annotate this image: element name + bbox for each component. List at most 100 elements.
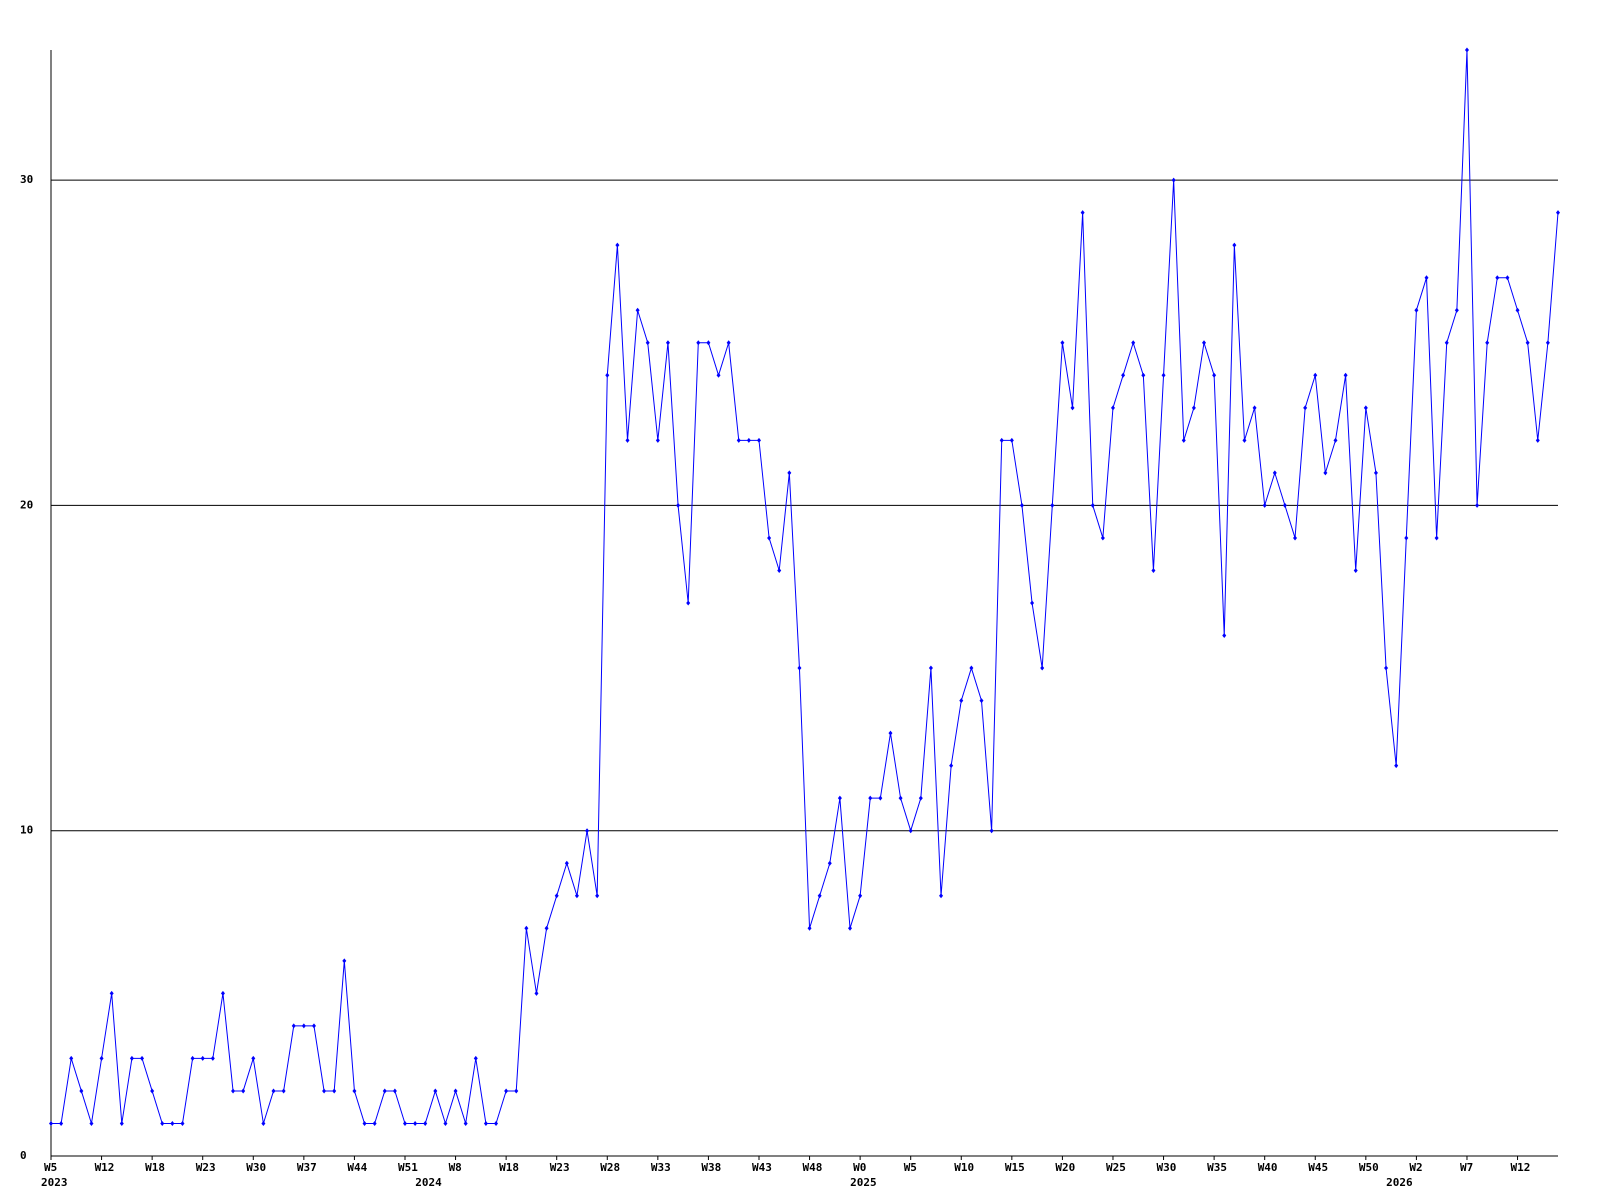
data-point bbox=[180, 1120, 185, 1126]
data-point bbox=[827, 860, 832, 866]
data-point bbox=[595, 893, 600, 899]
data-point bbox=[483, 1120, 488, 1126]
data-point bbox=[605, 372, 610, 378]
x-year-label: 2026 bbox=[1386, 1176, 1413, 1189]
x-tick-label: W28 bbox=[600, 1161, 620, 1174]
y-tick-label: 30 bbox=[20, 173, 33, 186]
data-point bbox=[837, 795, 842, 801]
x-tick-label: W38 bbox=[701, 1161, 721, 1174]
data-point bbox=[1353, 567, 1358, 573]
data-point bbox=[281, 1088, 286, 1094]
x-tick-label: W43 bbox=[752, 1161, 772, 1174]
data-point bbox=[1475, 502, 1480, 508]
data-point bbox=[949, 763, 954, 769]
data-point bbox=[1545, 340, 1550, 346]
data-point bbox=[1181, 437, 1186, 443]
data-point bbox=[1525, 340, 1530, 346]
data-point bbox=[1121, 372, 1126, 378]
x-year-label: 2025 bbox=[850, 1176, 877, 1189]
data-point bbox=[777, 567, 782, 573]
data-point bbox=[49, 1120, 53, 1126]
x-tick-label: W12 bbox=[95, 1161, 115, 1174]
x-tick-label: W15 bbox=[1005, 1161, 1025, 1174]
data-point bbox=[969, 665, 974, 671]
data-point bbox=[1110, 405, 1115, 411]
data-point bbox=[1151, 567, 1156, 573]
data-point bbox=[625, 437, 630, 443]
data-point bbox=[1373, 470, 1378, 476]
data-point bbox=[554, 893, 559, 899]
x-tick-label: W20 bbox=[1055, 1161, 1075, 1174]
data-point bbox=[342, 958, 347, 964]
data-point bbox=[1141, 372, 1146, 378]
data-point bbox=[1262, 502, 1267, 508]
data-point bbox=[787, 470, 792, 476]
x-tick-label: W25 bbox=[1106, 1161, 1126, 1174]
x-tick-label: W35 bbox=[1207, 1161, 1227, 1174]
x-tick-label: W51 bbox=[398, 1161, 418, 1174]
data-point bbox=[524, 925, 529, 931]
data-point bbox=[1444, 340, 1449, 346]
data-point bbox=[200, 1055, 205, 1061]
data-point bbox=[220, 990, 225, 996]
x-tick-label: W23 bbox=[196, 1161, 216, 1174]
data-point bbox=[1171, 177, 1176, 183]
data-point bbox=[443, 1120, 448, 1126]
data-point bbox=[89, 1120, 94, 1126]
data-point bbox=[807, 925, 812, 931]
data-point bbox=[564, 860, 569, 866]
data-point bbox=[1252, 405, 1257, 411]
y-tick-label: 0 bbox=[20, 1149, 27, 1162]
data-point bbox=[888, 730, 893, 736]
x-tick-label: W23 bbox=[550, 1161, 570, 1174]
data-point bbox=[928, 665, 933, 671]
y-tick-label: 10 bbox=[20, 824, 33, 837]
data-point bbox=[1222, 633, 1227, 639]
x-tick-label: W33 bbox=[651, 1161, 671, 1174]
data-point bbox=[696, 340, 701, 346]
x-tick-label: W7 bbox=[1460, 1161, 1473, 1174]
data-point bbox=[1464, 47, 1469, 53]
data-point bbox=[291, 1023, 296, 1029]
data-point bbox=[736, 437, 741, 443]
x-tick-label: W48 bbox=[803, 1161, 823, 1174]
data-point bbox=[1384, 665, 1389, 671]
data-point bbox=[1313, 372, 1318, 378]
data-line bbox=[51, 49, 1559, 1126]
data-point bbox=[1050, 502, 1055, 508]
data-point bbox=[494, 1120, 499, 1126]
data-point bbox=[392, 1088, 397, 1094]
data-point bbox=[382, 1088, 387, 1094]
data-point bbox=[918, 795, 923, 801]
data-point bbox=[1404, 535, 1409, 541]
data-point bbox=[1454, 307, 1459, 313]
data-point bbox=[251, 1055, 256, 1061]
data-point bbox=[1202, 340, 1207, 346]
x-tick-label: W18 bbox=[145, 1161, 165, 1174]
x-tick-label: W10 bbox=[954, 1161, 974, 1174]
data-point bbox=[1394, 763, 1399, 769]
data-point bbox=[413, 1120, 418, 1126]
data-point bbox=[635, 307, 640, 313]
data-point bbox=[1505, 275, 1510, 281]
data-point bbox=[160, 1120, 165, 1126]
data-point bbox=[140, 1055, 145, 1061]
data-point bbox=[534, 990, 539, 996]
data-point bbox=[301, 1023, 306, 1029]
data-point bbox=[1100, 535, 1105, 541]
data-point bbox=[1131, 340, 1136, 346]
x-tick-label: W12 bbox=[1511, 1161, 1531, 1174]
x-tick-label: W18 bbox=[499, 1161, 519, 1174]
data-point bbox=[1303, 405, 1308, 411]
data-point bbox=[311, 1023, 316, 1029]
data-point bbox=[979, 698, 984, 704]
data-point bbox=[858, 893, 863, 899]
x-tick-label: W45 bbox=[1308, 1161, 1328, 1174]
data-point bbox=[129, 1055, 134, 1061]
data-point bbox=[686, 600, 691, 606]
data-point bbox=[959, 698, 964, 704]
data-point bbox=[1009, 437, 1014, 443]
data-point bbox=[453, 1088, 458, 1094]
data-point bbox=[1060, 340, 1065, 346]
